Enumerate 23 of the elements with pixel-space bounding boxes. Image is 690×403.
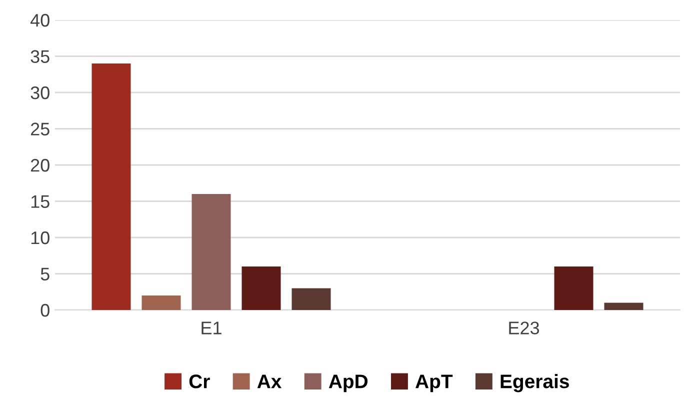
bar	[554, 266, 594, 310]
y-tick-label: 5	[40, 268, 50, 280]
legend-label: ApD	[328, 374, 368, 392]
x-tick-label: E23	[509, 322, 540, 334]
legend-label: ApT	[416, 374, 453, 392]
y-tick-label: 40	[30, 14, 50, 27]
bar	[242, 266, 281, 310]
y-tick-label: 10	[31, 231, 50, 244]
y-tick-label: 35	[30, 50, 50, 63]
y-tick-label: 0	[40, 304, 50, 317]
legend-label: Egerais	[500, 374, 569, 392]
y-tick-label: 15	[31, 195, 50, 208]
legend-label: Ax	[257, 374, 282, 388]
y-tick-label: 20	[30, 158, 50, 172]
bar	[92, 64, 131, 310]
bar	[192, 194, 231, 310]
y-tick-label: 25	[30, 122, 50, 136]
bar	[292, 288, 331, 310]
legend-label: Cr	[189, 374, 210, 388]
y-tick-label: 30	[30, 86, 50, 100]
bar	[604, 302, 644, 310]
x-tick-label: E1	[202, 322, 222, 334]
bar	[142, 296, 181, 310]
